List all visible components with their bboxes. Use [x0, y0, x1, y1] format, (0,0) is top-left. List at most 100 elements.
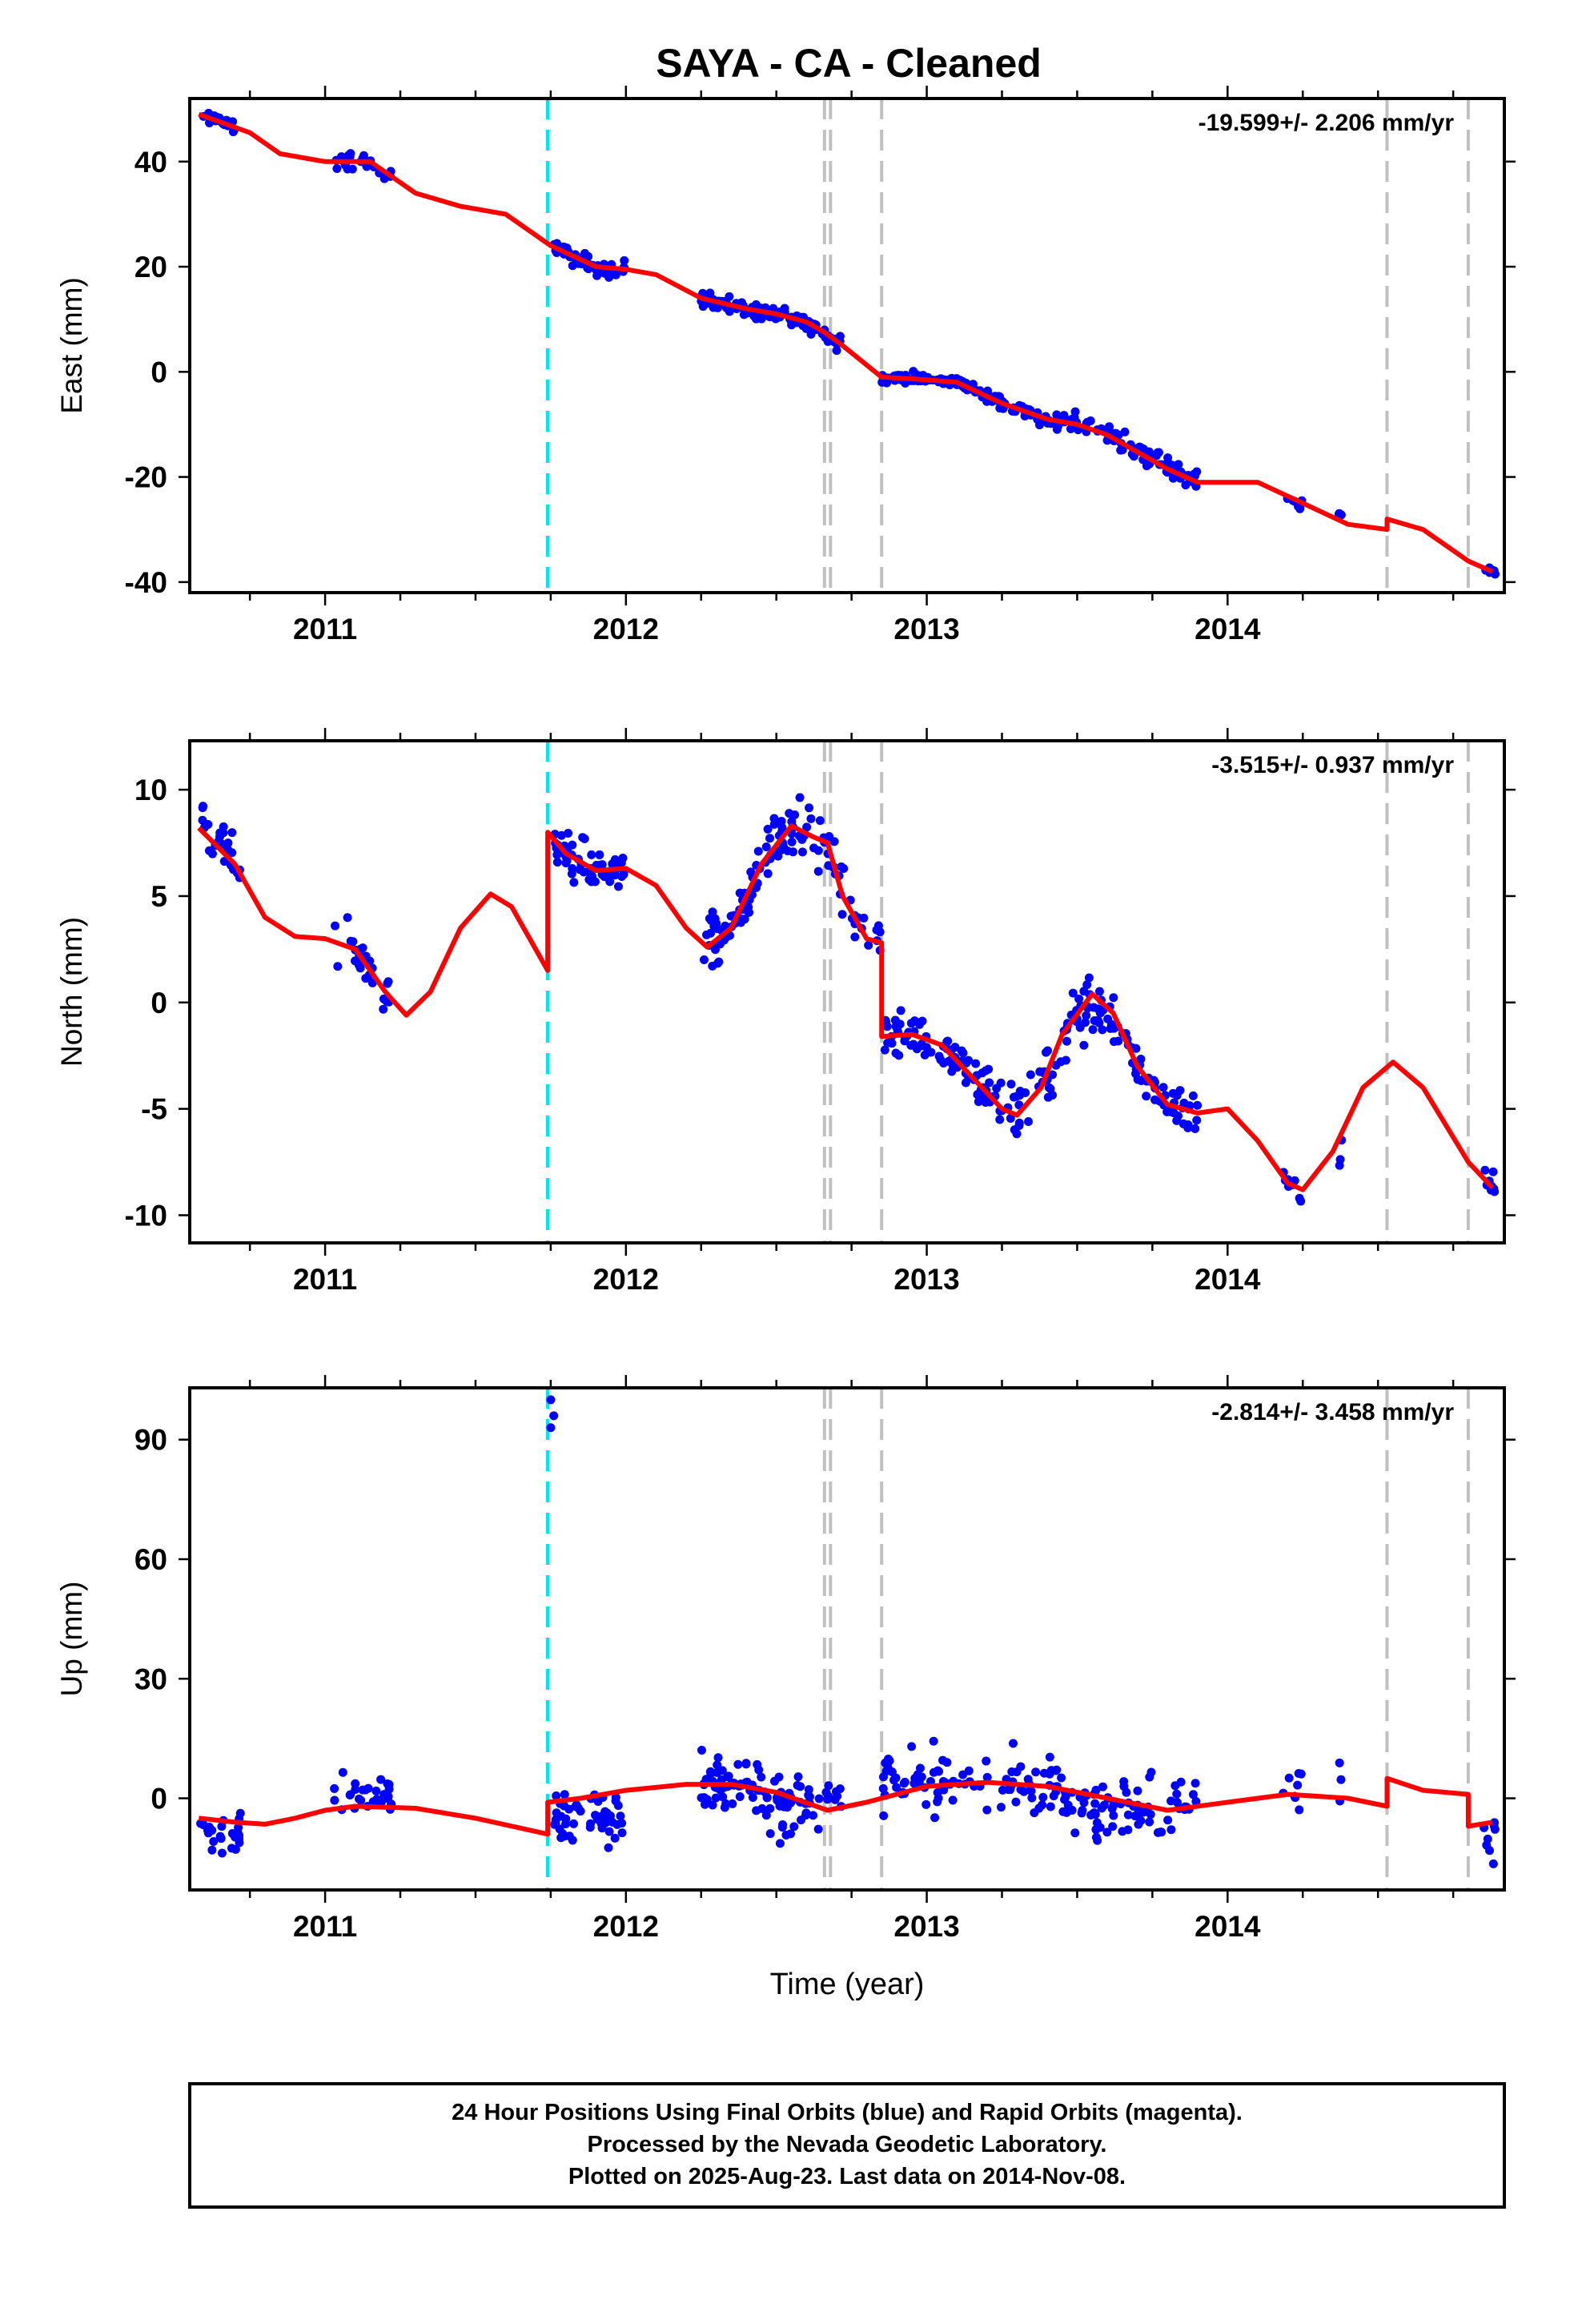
data-point	[773, 850, 782, 860]
data-point	[1024, 1116, 1034, 1126]
data-point	[1084, 973, 1094, 983]
x-tick-label: 2014	[1195, 1910, 1261, 1943]
data-point	[805, 1792, 814, 1802]
data-point	[793, 1772, 803, 1782]
data-point	[1172, 1116, 1182, 1125]
data-point	[1046, 1802, 1055, 1811]
data-point	[813, 1824, 823, 1834]
data-point	[616, 1811, 625, 1821]
east-rate-label: -19.599+/- 2.206 mm/yr	[1199, 110, 1455, 136]
data-point	[1082, 980, 1092, 990]
east-frame	[188, 97, 1506, 594]
y-tick-label: 0	[151, 356, 167, 388]
data-point	[813, 846, 823, 855]
north-rate-label: -3.515+/- 0.937 mm/yr	[1211, 752, 1454, 778]
data-point	[821, 1787, 831, 1797]
north-frame	[188, 739, 1506, 1244]
data-point	[709, 303, 718, 312]
data-point	[331, 921, 340, 931]
data-point	[1026, 1787, 1036, 1796]
data-point	[769, 819, 779, 829]
data-point	[217, 1848, 227, 1858]
data-point	[914, 1019, 924, 1029]
data-point	[1031, 1767, 1041, 1777]
data-point	[753, 846, 763, 856]
data-point	[1166, 1825, 1176, 1835]
data-point	[864, 940, 873, 950]
data-point	[1008, 1739, 1018, 1748]
data-point	[1026, 1070, 1035, 1080]
data-point	[1088, 1025, 1098, 1035]
data-point	[697, 1793, 706, 1803]
data-point	[198, 815, 207, 825]
data-point	[761, 842, 771, 851]
north-model-line	[197, 823, 1495, 1192]
data-point	[560, 1790, 569, 1799]
x-tick-label: 2012	[593, 1263, 659, 1296]
data-point	[360, 1785, 370, 1795]
data-point	[757, 314, 766, 324]
data-point	[356, 1795, 366, 1805]
data-point	[1188, 1091, 1198, 1100]
data-point	[762, 1793, 772, 1803]
data-point	[552, 858, 562, 867]
data-point	[216, 1834, 226, 1844]
data-point	[1104, 422, 1114, 432]
data-point	[1074, 994, 1084, 1003]
data-point	[745, 907, 754, 917]
data-point	[1146, 1810, 1155, 1819]
data-point	[227, 848, 237, 858]
data-point	[330, 1795, 339, 1805]
data-point	[1062, 1807, 1071, 1817]
data-point	[1168, 1088, 1178, 1098]
east-model-line	[198, 111, 1494, 574]
data-point	[705, 288, 715, 298]
data-point	[587, 877, 596, 887]
data-point	[733, 1759, 743, 1769]
data-point	[617, 1828, 627, 1838]
data-point	[1082, 1011, 1091, 1020]
data-point	[1098, 1025, 1107, 1035]
data-point	[567, 869, 576, 879]
data-point	[343, 151, 353, 160]
data-point	[1094, 1004, 1103, 1014]
data-point	[775, 1801, 785, 1811]
y-tick-label: 60	[135, 1543, 167, 1576]
data-point	[1014, 1120, 1024, 1130]
data-point	[1178, 1119, 1188, 1128]
data-point	[1158, 1083, 1168, 1092]
figure-title: SAYA - CA - Cleaned	[656, 41, 1042, 86]
data-point	[1094, 987, 1104, 996]
data-point	[346, 936, 355, 946]
data-point	[1030, 1808, 1039, 1818]
data-point	[1021, 1088, 1030, 1098]
data-point	[793, 1780, 802, 1790]
data-point	[1122, 1787, 1131, 1797]
data-point	[568, 840, 577, 850]
data-point	[1169, 1108, 1178, 1118]
data-point	[713, 1760, 722, 1770]
data-point	[1157, 1827, 1166, 1837]
data-point	[1336, 1775, 1346, 1784]
x-tick-label: 2013	[893, 613, 959, 645]
x-tick-label: 2011	[293, 613, 357, 645]
y-tick-label: 0	[151, 987, 167, 1019]
data-point	[593, 1797, 603, 1807]
data-point	[795, 793, 805, 802]
data-point	[1335, 509, 1344, 518]
data-point	[587, 850, 596, 859]
east-axis-label: East (mm)	[55, 277, 88, 414]
data-point	[958, 1048, 968, 1058]
data-point	[979, 1094, 989, 1104]
x-tick-label: 2011	[293, 1910, 357, 1943]
data-point	[332, 163, 342, 173]
data-point	[765, 1829, 775, 1839]
data-point	[1118, 1827, 1127, 1836]
data-point	[797, 834, 807, 844]
data-point	[207, 1845, 217, 1855]
data-point	[728, 1799, 737, 1808]
data-point	[1146, 1767, 1156, 1777]
data-point	[1109, 1800, 1118, 1810]
data-point	[942, 1758, 952, 1767]
